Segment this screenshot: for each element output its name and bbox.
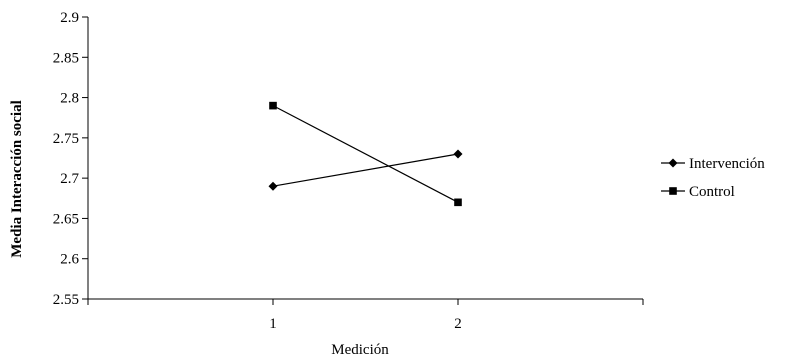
y-tick-label: 2.8 [60,91,79,107]
x-tick-label: 2 [454,316,462,332]
y-axis: 2.55 2.6 2.65 2.7 2.75 2.8 2.85 2.9 [53,10,89,308]
legend-marker [668,158,678,168]
y-tick-label: 2.9 [60,10,79,26]
x-tick-label: 1 [269,316,277,332]
y-tick-label: 2.7 [60,171,79,187]
series-control [269,101,462,207]
legend-label: Control [689,184,735,200]
legend-item: Control [661,184,735,200]
y-axis-title: Media Interacción social [9,100,25,257]
data-point [453,149,463,159]
data-point [269,101,277,110]
legend: Intervención Control [661,156,765,200]
y-tick-label: 2.55 [53,292,79,308]
series-line [272,153,459,187]
legend-marker [669,187,677,195]
series-line [272,105,459,203]
legend-label: Intervención [689,156,765,172]
y-tick-label: 2.65 [53,211,79,227]
series-intervención [268,149,463,191]
data-point [454,198,462,207]
series-layer [268,101,463,207]
y-tick-label: 2.75 [53,131,79,147]
legend-item: Intervención [661,156,765,172]
y-tick-label: 2.85 [53,50,79,66]
x-axis-title: Medición [331,342,389,358]
data-point [268,181,278,191]
y-tick-label: 2.6 [60,252,79,268]
